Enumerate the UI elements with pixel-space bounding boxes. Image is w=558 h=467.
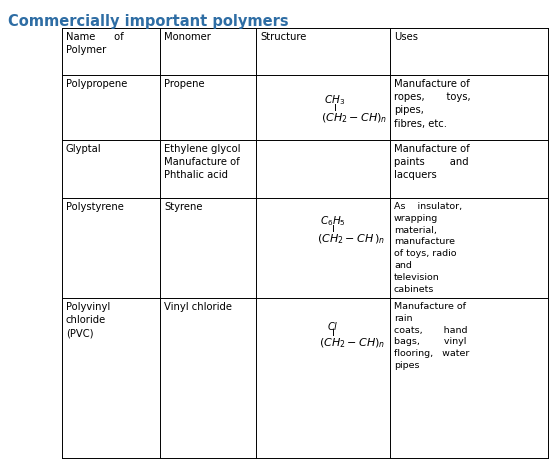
Text: Manufacture of
ropes,       toys,
pipes,
fibres, etc.: Manufacture of ropes, toys, pipes, fibre… xyxy=(394,79,470,128)
Text: Structure: Structure xyxy=(260,32,306,42)
Text: Vinyl chloride: Vinyl chloride xyxy=(164,302,232,312)
Text: $\mathit{Cl}$: $\mathit{Cl}$ xyxy=(328,320,339,332)
Text: Commercially important polymers: Commercially important polymers xyxy=(8,14,288,29)
Text: Propene: Propene xyxy=(164,79,205,89)
Text: Glyptal: Glyptal xyxy=(66,144,102,154)
Text: As    insulator,
wrapping
material,
manufacture
of toys, radio
and
television
ca: As insulator, wrapping material, manufac… xyxy=(394,202,462,294)
Text: $\mathit{(CH_2 - CH)_n}$: $\mathit{(CH_2 - CH)_n}$ xyxy=(319,336,386,350)
Text: Monomer: Monomer xyxy=(164,32,211,42)
Text: Name      of
Polymer: Name of Polymer xyxy=(66,32,124,55)
Text: $\mathit{CH_3}$: $\mathit{CH_3}$ xyxy=(324,93,345,107)
Text: Polypropene: Polypropene xyxy=(66,79,127,89)
Text: Manufacture of
rain
coats,       hand
bags,        vinyl
flooring,   water
pipes: Manufacture of rain coats, hand bags, vi… xyxy=(394,302,469,370)
Text: $\mathit{C_6H_5}$: $\mathit{C_6H_5}$ xyxy=(320,214,346,228)
Text: Styrene: Styrene xyxy=(164,202,203,212)
Text: $\mathit{(CH_2 - CH)_n}$: $\mathit{(CH_2 - CH)_n}$ xyxy=(321,111,387,125)
Text: $\mathit{(CH_2 - CH\,)_n}$: $\mathit{(CH_2 - CH\,)_n}$ xyxy=(317,232,385,246)
Text: Polyvinyl
chloride
(PVC): Polyvinyl chloride (PVC) xyxy=(66,302,110,339)
Text: Manufacture of
paints        and
lacquers: Manufacture of paints and lacquers xyxy=(394,144,470,180)
Text: Polystyrene: Polystyrene xyxy=(66,202,124,212)
Text: Ethylene glycol
Manufacture of
Phthalic acid: Ethylene glycol Manufacture of Phthalic … xyxy=(164,144,240,180)
Text: Uses: Uses xyxy=(394,32,418,42)
